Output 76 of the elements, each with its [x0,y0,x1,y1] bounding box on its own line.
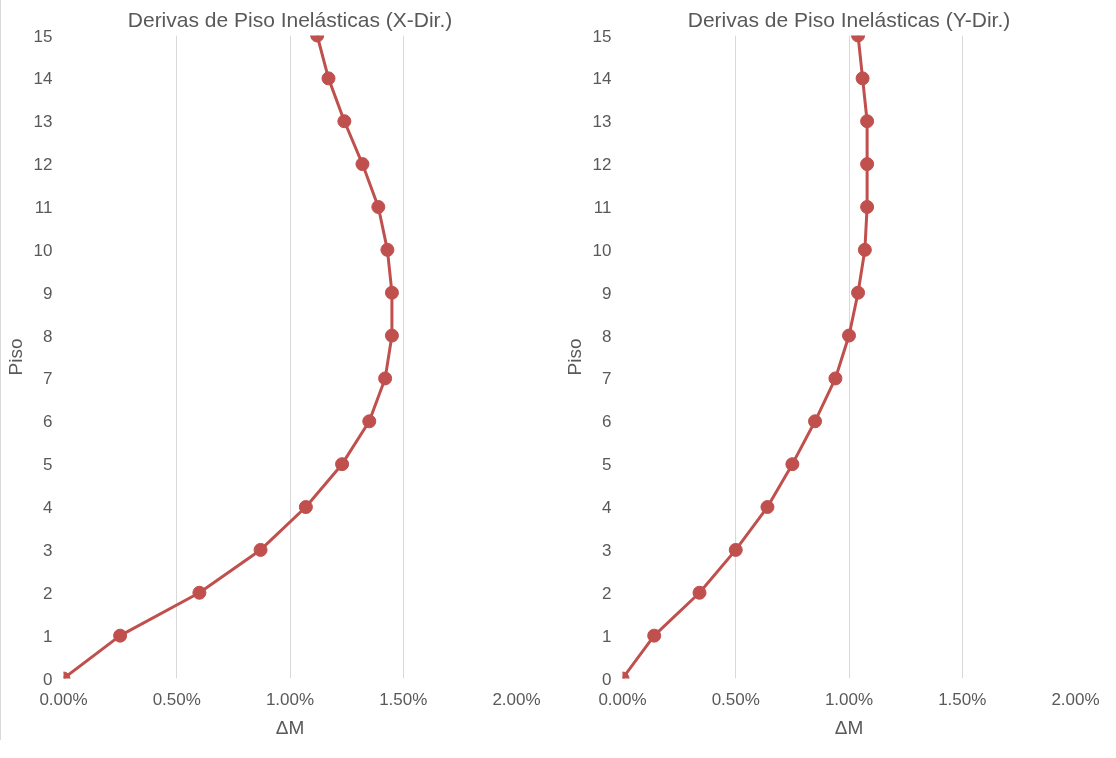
y-tick-label: 8 [43,326,53,346]
y-tick-label: 8 [602,326,612,346]
y-tick-label: 4 [43,498,53,518]
x-tick-label: 1.50% [379,689,428,709]
point [298,500,313,515]
y-tick-label: 2 [43,583,53,603]
point [785,457,800,472]
y-tick-label: 15 [33,26,53,46]
x-tick-label: 1.00% [265,689,315,709]
y-tick-label: 12 [592,155,612,175]
x-tick-label: 1.50% [938,689,987,709]
y-tick-label: 6 [602,412,612,432]
x-tick-label: 0.50% [152,689,201,709]
y-tick-label: 7 [43,369,53,389]
point [842,328,856,343]
y-tick-label: 7 [602,369,612,389]
point [828,371,843,386]
point [321,71,336,86]
point [855,71,870,86]
point [857,242,872,257]
y-tick-label: 5 [43,455,53,475]
point [860,157,875,172]
y-tick-label: 12 [33,155,53,175]
y-tick-label: 2 [602,583,612,603]
y-tick-label: 10 [592,240,612,260]
y-tick-label: 0 [602,669,612,689]
point [860,199,875,214]
y-tick-label: 11 [593,197,612,217]
y-tick-label: 0 [43,669,53,689]
x-tick-label: 0.00% [39,689,88,709]
point [371,199,386,214]
y-tick-label: 1 [602,626,612,646]
point [113,628,128,643]
point [384,328,399,343]
point [380,242,395,257]
x-tick-label: 2.00% [1051,689,1100,709]
y-tick-label: 9 [43,283,53,303]
point [692,585,707,600]
y-tick-label: 15 [592,26,612,46]
point [192,585,207,600]
point [384,285,399,300]
y-tick-label: 5 [602,455,612,475]
point [253,542,268,557]
y-tick-label: 3 [602,540,612,560]
x-axis-title: ΔM [834,716,864,738]
chart-title: Derivas de Piso Inelásticas (X-Dir.) [127,7,453,31]
point [335,457,350,472]
y-tick-label: 6 [43,412,53,432]
point [860,114,875,129]
point [808,414,823,429]
x-tick-label: 0.50% [711,689,760,709]
point [378,371,393,386]
chart-title: Derivas de Piso Inelásticas (Y-Dir.) [687,7,1011,31]
y-tick-label: 13 [592,112,612,132]
y-axis-title: Piso [4,338,26,376]
y-tick-label: 1 [43,626,53,646]
point [337,114,352,129]
y-tick-label: 3 [43,540,53,560]
y-tick-label: 14 [33,69,53,89]
y-tick-label: 4 [602,498,612,518]
point [760,500,775,515]
x-axis-title: ΔM [275,716,305,738]
y-tick-label: 10 [33,240,53,260]
point [851,285,866,300]
point [362,414,377,429]
point [728,542,743,557]
y-tick-label: 13 [33,112,53,132]
x-tick-label: 2.00% [492,689,541,709]
y-axis-title: Piso [563,338,585,376]
y-tick-label: 9 [602,283,612,303]
x-tick-label: 0.00% [598,689,647,709]
point [355,157,370,172]
y-tick-label: 14 [592,69,612,89]
y-tick-label: 11 [34,197,53,217]
x-tick-label: 1.00% [824,689,874,709]
point [647,628,662,643]
